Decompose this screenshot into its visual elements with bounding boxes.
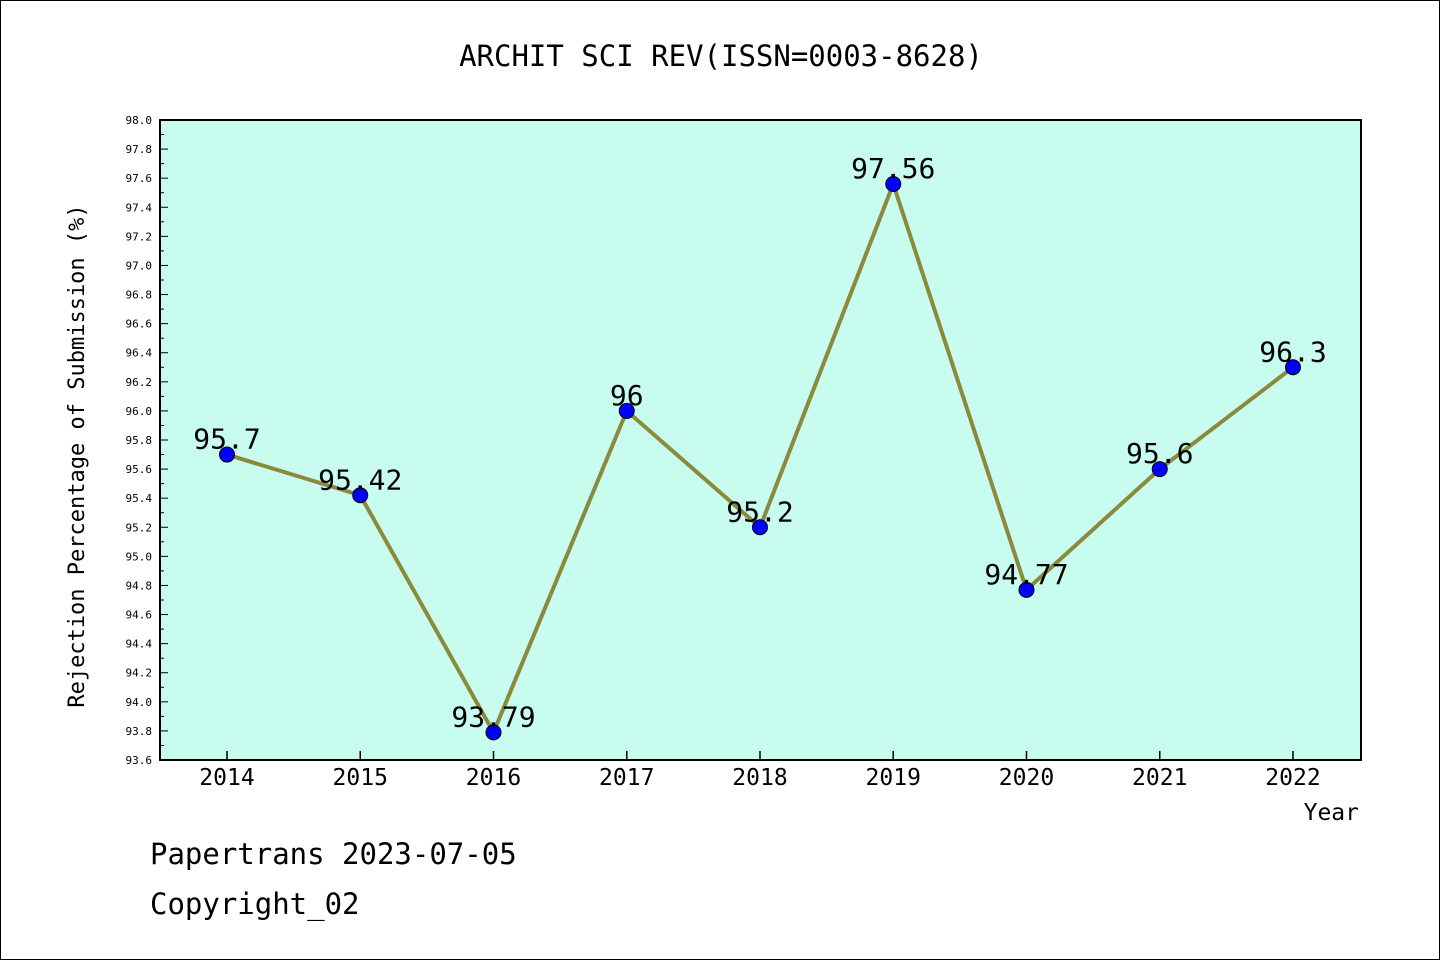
x-tick-label: 2021 — [1132, 765, 1187, 791]
data-label: 95.7 — [193, 423, 260, 456]
x-tick-label: 2014 — [199, 765, 254, 791]
data-label: 95.2 — [726, 495, 793, 528]
y-tick-label: 94.0 — [126, 696, 153, 709]
data-point — [219, 446, 235, 463]
y-tick-label: 96.4 — [126, 347, 153, 360]
y-tick-label: 96.8 — [126, 289, 153, 302]
y-tick-label: 95.0 — [126, 550, 153, 563]
y-tick-label: 95.6 — [126, 463, 153, 476]
data-labels: 95.7 95.42 93.79 96 95.2 97.56 94.77 95.6 96.3 — [193, 152, 1326, 733]
footer-copyright: Copyright_02 — [150, 887, 360, 922]
y-axis: 93.6 93.8 94.0 94.2 94.4 94.6 94.8 95.0 95.2 95.4… — [126, 114, 168, 767]
y-tick-label: 96.2 — [126, 376, 153, 389]
data-label: 95.42 — [318, 463, 402, 496]
y-tick-label: 97.2 — [126, 230, 153, 243]
data-point — [618, 402, 635, 419]
data-label: 97.56 — [851, 152, 935, 185]
data-point — [1018, 581, 1035, 598]
data-point — [352, 487, 369, 504]
data-label: 93.79 — [451, 700, 535, 733]
data-label: 94.77 — [984, 558, 1068, 591]
data-label: 95.6 — [1126, 437, 1193, 470]
x-tick-label: 2017 — [599, 765, 654, 791]
data-point — [1151, 461, 1168, 478]
data-point — [485, 724, 502, 741]
data-markers — [219, 176, 1301, 741]
chart-title: ARCHIT SCI REV(ISSN=0003-8628) — [459, 39, 983, 73]
y-tick-label: 93.6 — [126, 754, 153, 767]
y-tick-label: 96.6 — [126, 318, 153, 331]
y-axis-label: Rejection Percentage of Submission (%) — [65, 204, 90, 707]
y-tick-label: 97.0 — [126, 259, 153, 272]
x-tick-label: 2018 — [732, 765, 787, 791]
y-tick-label: 95.2 — [126, 521, 153, 534]
x-axis-label: Year — [1304, 800, 1359, 826]
y-tick-label: 93.8 — [126, 725, 153, 738]
x-tick-label: 2016 — [466, 765, 521, 791]
y-tick-label: 94.2 — [126, 667, 153, 680]
data-point — [752, 519, 768, 536]
x-tick-label: 2022 — [1265, 765, 1320, 791]
x-tick-label: 2020 — [999, 765, 1054, 791]
plot-area — [159, 119, 1362, 761]
y-tick-label: 97.6 — [126, 172, 153, 185]
x-tick-label: 2019 — [866, 765, 921, 791]
y-tick-label: 96.0 — [126, 405, 153, 418]
y-tick-label: 98.0 — [126, 114, 153, 127]
y-tick-label: 94.8 — [126, 579, 153, 592]
data-label: 96.3 — [1259, 335, 1326, 368]
data-label: 96 — [610, 379, 644, 412]
y-tick-label: 94.4 — [126, 638, 153, 651]
y-tick-label: 97.8 — [126, 143, 153, 156]
data-point — [885, 176, 902, 192]
x-axis: 2014 2015 2016 2017 2018 2019 2020 2021 2022 — [199, 751, 1321, 791]
footer-date: Papertrans 2023-07-05 — [150, 837, 517, 871]
y-tick-label: 94.6 — [126, 609, 153, 622]
y-tick-label: 95.4 — [126, 492, 153, 505]
x-tick-label: 2015 — [333, 765, 388, 791]
y-tick-label: 95.8 — [126, 434, 153, 447]
y-tick-label: 97.4 — [126, 201, 153, 214]
data-point — [1285, 359, 1301, 376]
